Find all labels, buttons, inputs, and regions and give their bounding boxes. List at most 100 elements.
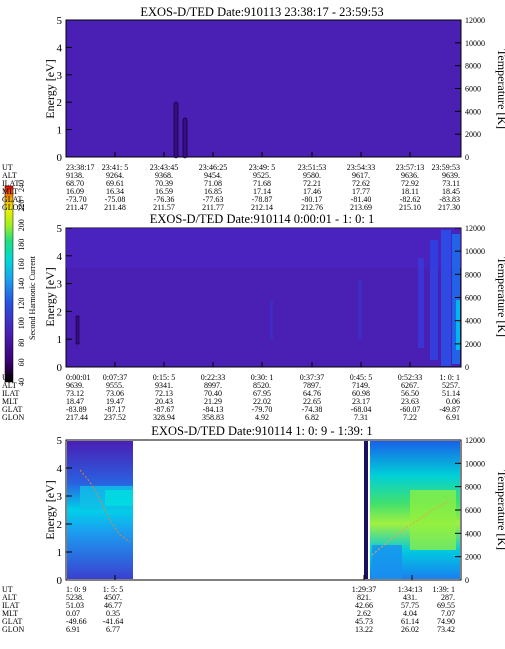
ephemeris-cell: 18.47	[66, 397, 84, 406]
ephemeris-cell: -77.63	[203, 195, 224, 204]
energy-tick-label: 5	[57, 15, 63, 27]
panel-1-energy-ticks: 0 1 2 3 4 5	[57, 15, 72, 164]
ephemeris-cell: 23:46:25	[199, 163, 227, 172]
panel-1: EXOS-D/TED Date:910113 23:38:17 - 23:59:…	[2, 5, 505, 212]
panel-1-ephemeris-table: UT 23:38:17 23:41: 5 23:43:45 23:46:25 23:49:…	[2, 163, 460, 212]
ephemeris-cell: -87.67	[154, 405, 175, 414]
ephemeris-cell: 72.62	[352, 179, 370, 188]
ephemeris-cell: 5238.	[66, 593, 84, 602]
temperature-tick-label: 0	[465, 363, 469, 372]
panel-2-data-streak	[270, 300, 273, 340]
energy-tick-label: 0	[57, 362, 63, 374]
ephemeris-cell: 73.12	[66, 389, 84, 398]
panel-3-spectrogram	[67, 441, 460, 579]
ephemeris-cell: 1:39: 1	[433, 585, 455, 594]
ephemeris-cell: 1: 0: 9	[66, 585, 86, 594]
ephemeris-row-label: ILAT	[2, 389, 19, 398]
ephemeris-cell: 211.57	[153, 203, 175, 212]
panel-2-energy-ticks: 0 1 2 3 4 5	[57, 223, 72, 374]
ephemeris-cell: 16.34	[106, 187, 124, 196]
ephemeris-cell: 23:43:45	[150, 163, 178, 172]
ephemeris-cell: -68.04	[351, 405, 372, 414]
energy-tick-label: 2	[57, 306, 63, 318]
ephemeris-cell: -80.17	[302, 195, 323, 204]
temperature-tick-label: 12000	[465, 16, 485, 25]
panel-1-spectrogram	[173, 101, 188, 159]
ephemeris-cell: 18.45	[442, 187, 460, 196]
ephemeris-cell: 0.35	[106, 609, 120, 618]
ephemeris-cell: 287.	[441, 593, 455, 602]
ephemeris-cell: 64.76	[303, 389, 321, 398]
ephemeris-cell: 0.07	[66, 609, 80, 618]
ephemeris-cell: 0:37:37	[300, 373, 324, 382]
ephemeris-cell: 57.75	[401, 601, 419, 610]
ephemeris-cell: 9639.	[66, 381, 84, 390]
ephemeris-cell: 19.47	[106, 397, 124, 406]
ephemeris-cell: 0:22:33	[201, 373, 225, 382]
ephemeris-cell: 6.82	[305, 413, 319, 422]
panel-2-ylabel: Energy [eV]	[43, 267, 57, 326]
panel-2-y2label: Temperature [K]	[495, 257, 505, 337]
ephemeris-cell: 1:29:37	[352, 585, 376, 594]
colorbar-tick-label: 220	[17, 200, 26, 212]
ephemeris-cell: -41.64	[103, 617, 124, 626]
ephemeris-cell: 26.02	[401, 625, 419, 634]
temperature-tick-label: 10000	[465, 459, 485, 468]
ephemeris-cell: 2.62	[357, 609, 371, 618]
ephemeris-row-label: GLAT	[2, 405, 23, 414]
colorbar-ticks: 40 60 80 100 120 140 160 180 200 220 240	[17, 180, 26, 386]
panel-1-data-streak	[173, 101, 179, 159]
panel-3-left-core	[105, 490, 133, 506]
colorbar-tick-label: 60	[17, 358, 26, 366]
panel-2-data-streak	[418, 258, 424, 348]
ephemeris-cell: 18.11	[401, 187, 419, 196]
panel-2-time-ticks	[65, 362, 462, 367]
panel-2: EXOS-D/TED Date:910114 0:00:01 - 1: 0: 1…	[2, 212, 505, 422]
ephemeris-cell: 61.14	[401, 617, 419, 626]
ephemeris-cell: 0:45: 5	[350, 373, 372, 382]
panel-3-y2label: Temperature [K]	[495, 470, 505, 550]
ephemeris-cell: 211.48	[104, 203, 126, 212]
ephemeris-cell: 16.85	[204, 187, 222, 196]
colorbar-gradient	[4, 185, 14, 383]
ephemeris-cell: 7149.	[352, 381, 370, 390]
ephemeris-cell: 9138.	[66, 171, 84, 180]
ephemeris-cell: 7.31	[354, 413, 368, 422]
temperature-tick-label: 0	[465, 153, 469, 162]
ephemeris-cell: 0:30: 1	[251, 373, 273, 382]
ephemeris-cell: 9580.	[303, 171, 321, 180]
ephemeris-cell: -79.70	[252, 405, 273, 414]
colorbar-tick-label: 80	[17, 339, 26, 347]
ephemeris-cell: 6.77	[106, 625, 120, 634]
ephemeris-cell: 9555.	[106, 381, 124, 390]
ephemeris-cell: 20.43	[155, 397, 173, 406]
temperature-tick-label: 8000	[465, 62, 481, 71]
ephemeris-cell: 217.44	[66, 413, 88, 422]
ephemeris-cell: 71.68	[253, 179, 271, 188]
ephemeris-cell: -60.07	[400, 405, 421, 414]
ephemeris-cell: -73.70	[66, 195, 87, 204]
ephemeris-cell: 9639.	[442, 171, 460, 180]
energy-tick-label: 0	[57, 575, 63, 587]
temperature-tick-label: 6000	[465, 506, 481, 515]
energy-tick-label: 3	[57, 491, 63, 503]
energy-tick-label: 3	[57, 279, 63, 291]
panel-1-temperature-ticks: 0 2000 4000 6000 8000 10000 12000	[455, 16, 485, 162]
ephemeris-cell: 8997.	[204, 381, 222, 390]
temperature-tick-label: 2000	[465, 340, 481, 349]
temperature-tick-label: 6000	[465, 294, 481, 303]
ephemeris-cell: 1: 5: 5	[103, 585, 123, 594]
ephemeris-row-label: ALT	[2, 593, 17, 602]
ephemeris-cell: 51.14	[442, 389, 460, 398]
colorbar-tick-label: 120	[17, 298, 26, 310]
ephemeris-cell: 69.61	[106, 179, 124, 188]
energy-tick-label: 2	[57, 519, 63, 531]
ephemeris-cell: -84.13	[203, 405, 224, 414]
energy-tick-label: 4	[57, 251, 63, 263]
ephemeris-cell: 23:59:53	[432, 163, 460, 172]
ephemeris-cell: 0:00:01	[66, 373, 90, 382]
ephemeris-cell: 328.94	[153, 413, 175, 422]
ephemeris-cell: 16.59	[155, 187, 173, 196]
temperature-tick-label: 8000	[465, 483, 481, 492]
ephemeris-row-label: UT	[2, 585, 13, 594]
